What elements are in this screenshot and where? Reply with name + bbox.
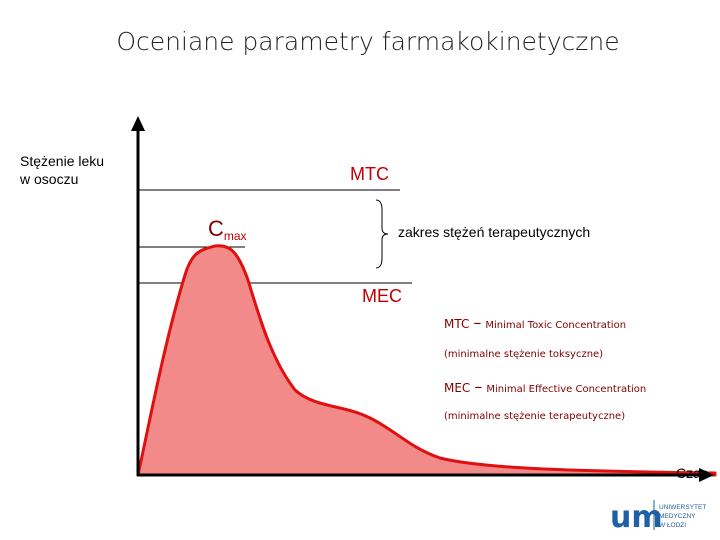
legend-dash: –: [473, 313, 481, 332]
legend-name: Minimal Toxic Concentration: [485, 320, 626, 331]
mtc-label: MTC: [350, 164, 389, 184]
legend-name: Minimal Effective Concentration: [486, 384, 646, 395]
legend-entry: MTC – Minimal Toxic Concentration: [444, 313, 626, 332]
legend-dash: –: [474, 377, 482, 396]
legend-abbr: MEC: [444, 381, 470, 395]
range-label: zakres stężeń terapeutycznych: [398, 224, 590, 240]
legend-translation: (minimalne stężenie terapeutyczne): [444, 411, 625, 422]
mec-label: MEC: [362, 286, 402, 306]
logo-mark: um: [610, 500, 663, 535]
legend-abbr: MTC: [444, 317, 469, 331]
cmax-sub: max: [224, 229, 247, 243]
legend-translation: (minimalne stężenie toksyczne): [444, 349, 603, 360]
slide-title: Oceniane parametry farmakokinetyczne: [116, 27, 619, 56]
range-brace: [375, 199, 389, 269]
logo-text: MEDYCZNY: [659, 513, 696, 520]
logo-text: W ŁODZI: [659, 522, 686, 529]
logo-text: UNIWERSYTET: [659, 504, 706, 511]
x-axis-arrow: [699, 468, 714, 482]
cmax-main: C: [208, 216, 224, 241]
concentration-curve: [136, 244, 717, 477]
y-axis-label: w osoczu: [19, 171, 78, 187]
x-axis-label: Czas: [676, 465, 708, 481]
y-axis-label: Stężenie leku: [20, 153, 104, 169]
legend-entry: MEC – Minimal Effective Concentration: [444, 377, 646, 396]
cmax-label: Cmax: [208, 216, 247, 243]
y-axis-arrow: [131, 116, 145, 131]
